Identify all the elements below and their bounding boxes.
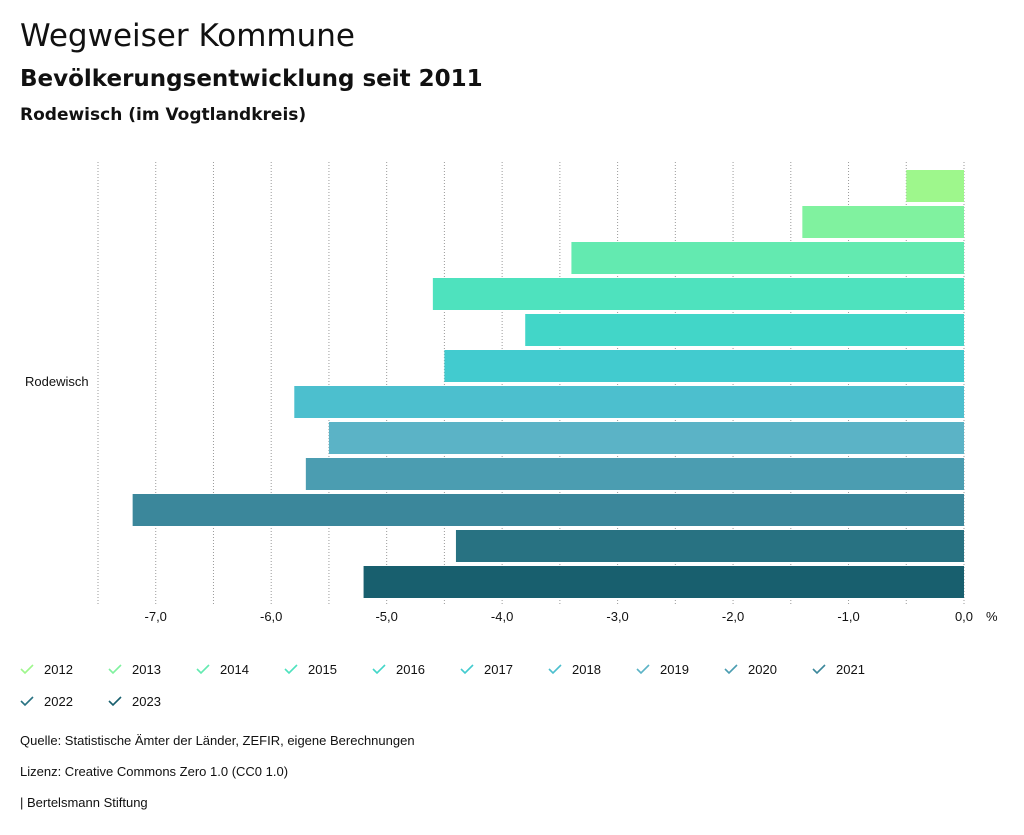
y-axis-category-label: Rodewisch: [25, 374, 89, 389]
source-note: Quelle: Statistische Ämter der Länder, Z…: [20, 733, 415, 748]
check-icon: [636, 664, 650, 675]
x-tick-label: -3,0: [606, 609, 628, 624]
x-tick-label: -4,0: [491, 609, 513, 624]
bar-2021[interactable]: [132, 494, 964, 526]
legend-label: 2014: [220, 661, 249, 677]
legend-item-2019[interactable]: 2019: [636, 656, 689, 682]
chart-subtitle: Bevölkerungsentwicklung seit 2011: [20, 66, 483, 92]
check-icon: [20, 664, 34, 675]
check-icon: [108, 664, 122, 675]
legend-label: 2013: [132, 661, 161, 677]
legend-label: 2022: [44, 693, 73, 709]
legend-item-2022[interactable]: 2022: [20, 688, 73, 714]
bar-2014[interactable]: [571, 242, 964, 274]
check-icon: [812, 664, 826, 675]
x-axis-unit: %: [986, 609, 998, 624]
check-icon: [372, 664, 386, 675]
x-tick-label: -6,0: [260, 609, 282, 624]
legend-item-2014[interactable]: 2014: [196, 656, 249, 682]
legend-item-2015[interactable]: 2015: [284, 656, 337, 682]
check-icon: [196, 664, 210, 675]
legend-label: 2017: [484, 661, 513, 677]
bar-2016[interactable]: [525, 314, 964, 346]
check-icon: [284, 664, 298, 675]
bar-2015[interactable]: [432, 278, 964, 310]
license-note: Lizenz: Creative Commons Zero 1.0 (CC0 1…: [20, 764, 289, 779]
bar-2018[interactable]: [294, 386, 964, 418]
legend-item-2017[interactable]: 2017: [460, 656, 513, 682]
legend-label: 2021: [836, 661, 865, 677]
x-tick-label: -1,0: [837, 609, 859, 624]
region-label: Rodewisch (im Vogtlandkreis): [20, 105, 307, 125]
legend-item-2021[interactable]: 2021: [812, 656, 865, 682]
legend-label: 2012: [44, 661, 73, 677]
legend-item-2016[interactable]: 2016: [372, 656, 425, 682]
legend-label: 2020: [748, 661, 777, 677]
check-icon: [108, 696, 122, 707]
legend-item-2023[interactable]: 2023: [108, 688, 161, 714]
bar-2023[interactable]: [363, 566, 964, 598]
bar-chart: -7,0 -6,0 -5,0 -4,0 -3,0 -2,0 -1,0 0,0 % Rodewi…: [25, 162, 998, 624]
legend-item-2020[interactable]: 2020: [724, 656, 777, 682]
legend-label: 2018: [572, 661, 601, 677]
x-tick-label: -7,0: [145, 609, 167, 624]
check-icon: [724, 664, 738, 675]
bar-2013[interactable]: [802, 206, 964, 238]
bar-2020[interactable]: [305, 458, 965, 490]
bar-2022[interactable]: [455, 530, 964, 562]
bars: [132, 170, 965, 598]
legend-item-2012[interactable]: 2012: [20, 656, 73, 682]
bar-2019[interactable]: [328, 422, 964, 454]
check-icon: [460, 664, 474, 675]
legend-label: 2016: [396, 661, 425, 677]
x-tick-label: -2,0: [722, 609, 744, 624]
chart-title: Wegweiser Kommune: [20, 18, 355, 54]
check-icon: [548, 664, 562, 675]
legend-item-2018[interactable]: 2018: [548, 656, 601, 682]
x-tick-label: 0,0: [955, 609, 973, 624]
legend-label: 2019: [660, 661, 689, 677]
x-axis-ticks: -7,0 -6,0 -5,0 -4,0 -3,0 -2,0 -1,0 0,0: [145, 609, 974, 624]
legend-label: 2015: [308, 661, 337, 677]
bar-2017[interactable]: [444, 350, 964, 382]
legend-item-2013[interactable]: 2013: [108, 656, 161, 682]
bar-2012[interactable]: [906, 170, 964, 202]
publisher-note: | Bertelsmann Stiftung: [20, 795, 148, 810]
check-icon: [20, 696, 34, 707]
legend-label: 2023: [132, 693, 161, 709]
x-tick-label: -5,0: [375, 609, 397, 624]
